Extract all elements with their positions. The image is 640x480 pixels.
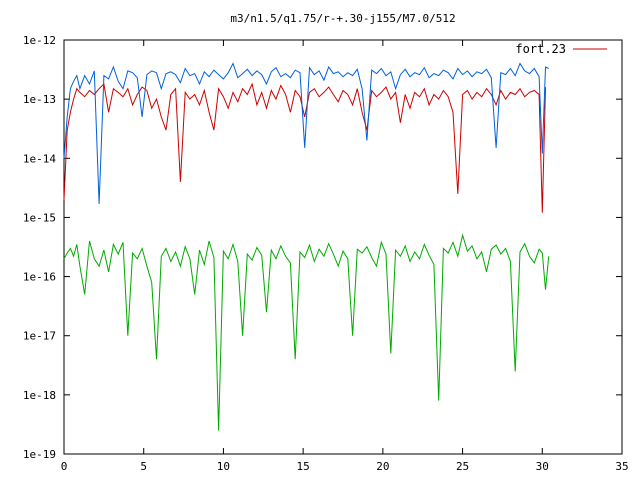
plot-frame xyxy=(63,39,623,455)
y-tick-label: 1e-16 xyxy=(23,271,56,284)
x-tick-label: 35 xyxy=(615,460,628,473)
y-tick-label: 1e-12 xyxy=(23,34,56,47)
series-line-3 xyxy=(63,233,550,431)
series-layer xyxy=(63,62,550,431)
series-line-1 xyxy=(63,82,546,213)
x-tick-label: 20 xyxy=(376,460,389,473)
y-tick-label: 1e-19 xyxy=(23,448,56,461)
y-tick-label: 1e-15 xyxy=(23,211,56,224)
legend: fort.23 xyxy=(515,42,607,56)
x-axis: 0 5 10 15 20 25 30 35 xyxy=(61,40,629,473)
y-axis: 1e-12 1e-13 1e-14 1e-15 1e-16 1e-17 1e-18 1e-19 xyxy=(23,34,622,461)
y-tick-label: 1e-17 xyxy=(23,330,56,343)
chart-title: m3/n1.5/q1.75/r-+.30-j155/M7.0/512 xyxy=(230,12,455,25)
y-tick-label: 1e-14 xyxy=(23,152,56,165)
x-tick-label: 10 xyxy=(217,460,230,473)
x-tick-label: 15 xyxy=(297,460,310,473)
series-line-2 xyxy=(63,62,549,204)
legend-label-fort-23: fort.23 xyxy=(515,42,566,56)
x-tick-label: 5 xyxy=(140,460,147,473)
x-tick-label: 0 xyxy=(61,460,68,473)
x-tick-label: 30 xyxy=(536,460,549,473)
x-tick-label: 25 xyxy=(456,460,469,473)
y-tick-label: 1e-18 xyxy=(23,389,56,402)
y-tick-label: 1e-13 xyxy=(23,93,56,106)
